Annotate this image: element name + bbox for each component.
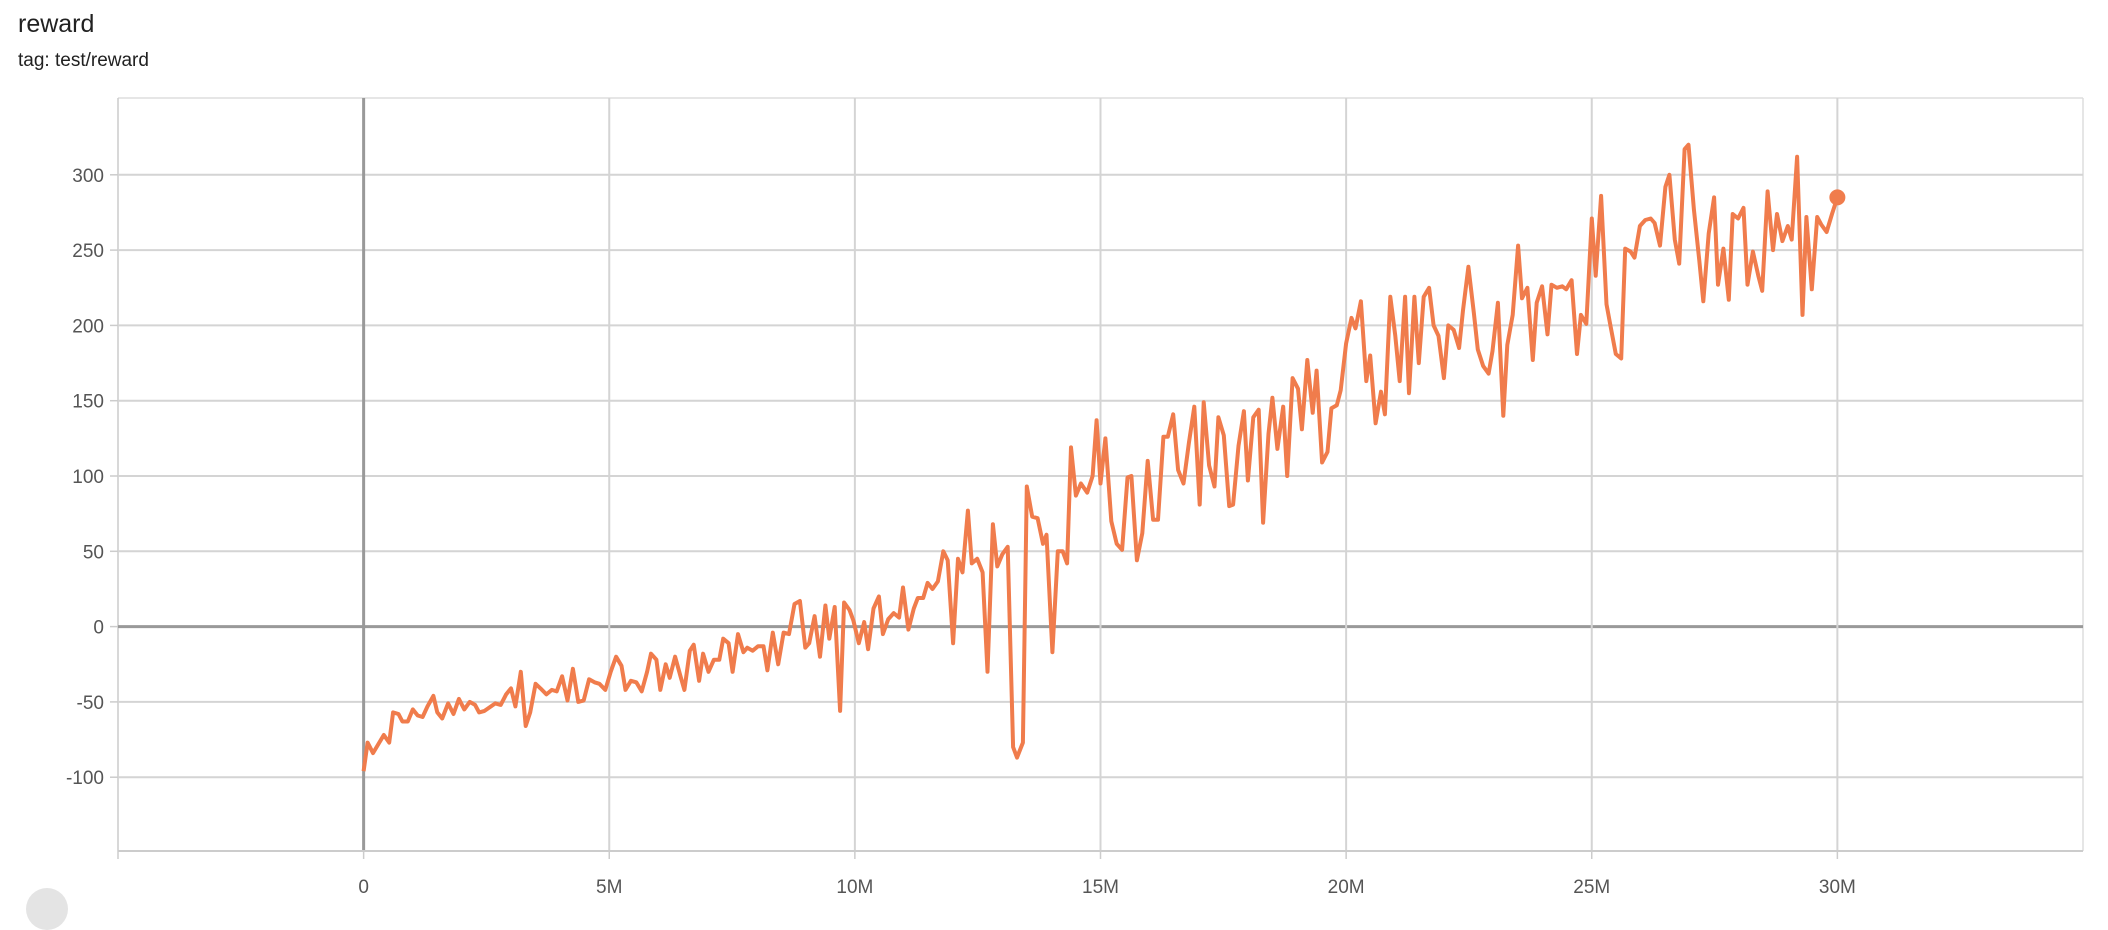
y-tick-label: 150 (72, 392, 104, 413)
y-tick-label: 100 (72, 467, 104, 488)
chart-tag: tag: test/reward (18, 50, 149, 71)
y-tick-label: 200 (72, 316, 104, 337)
y-tick-label: 0 (93, 618, 104, 639)
expand-button[interactable] (26, 888, 68, 930)
x-tick-label: 20M (1328, 877, 1365, 898)
y-tick-label: -100 (66, 768, 104, 789)
y-tick-label: 250 (72, 241, 104, 262)
x-tick-label: 0 (358, 877, 369, 898)
y-tick-label: 300 (72, 166, 104, 187)
series-line (361, 142, 1840, 772)
x-tick-label: 15M (1082, 877, 1119, 898)
x-tick-label: 25M (1573, 877, 1610, 898)
line-chart: -100 -50 0 50 100 150 200 250 300 0 5M 10M 15M 20M 25M… (66, 97, 2084, 898)
last-point-marker (1829, 189, 1846, 206)
x-tick-label: 5M (596, 877, 622, 898)
x-tick-label: 30M (1819, 877, 1856, 898)
y-tick-label: -50 (77, 693, 104, 714)
y-tick-label: 50 (83, 542, 104, 563)
x-tick-label: 10M (836, 877, 873, 898)
chart-title: reward (18, 10, 95, 38)
